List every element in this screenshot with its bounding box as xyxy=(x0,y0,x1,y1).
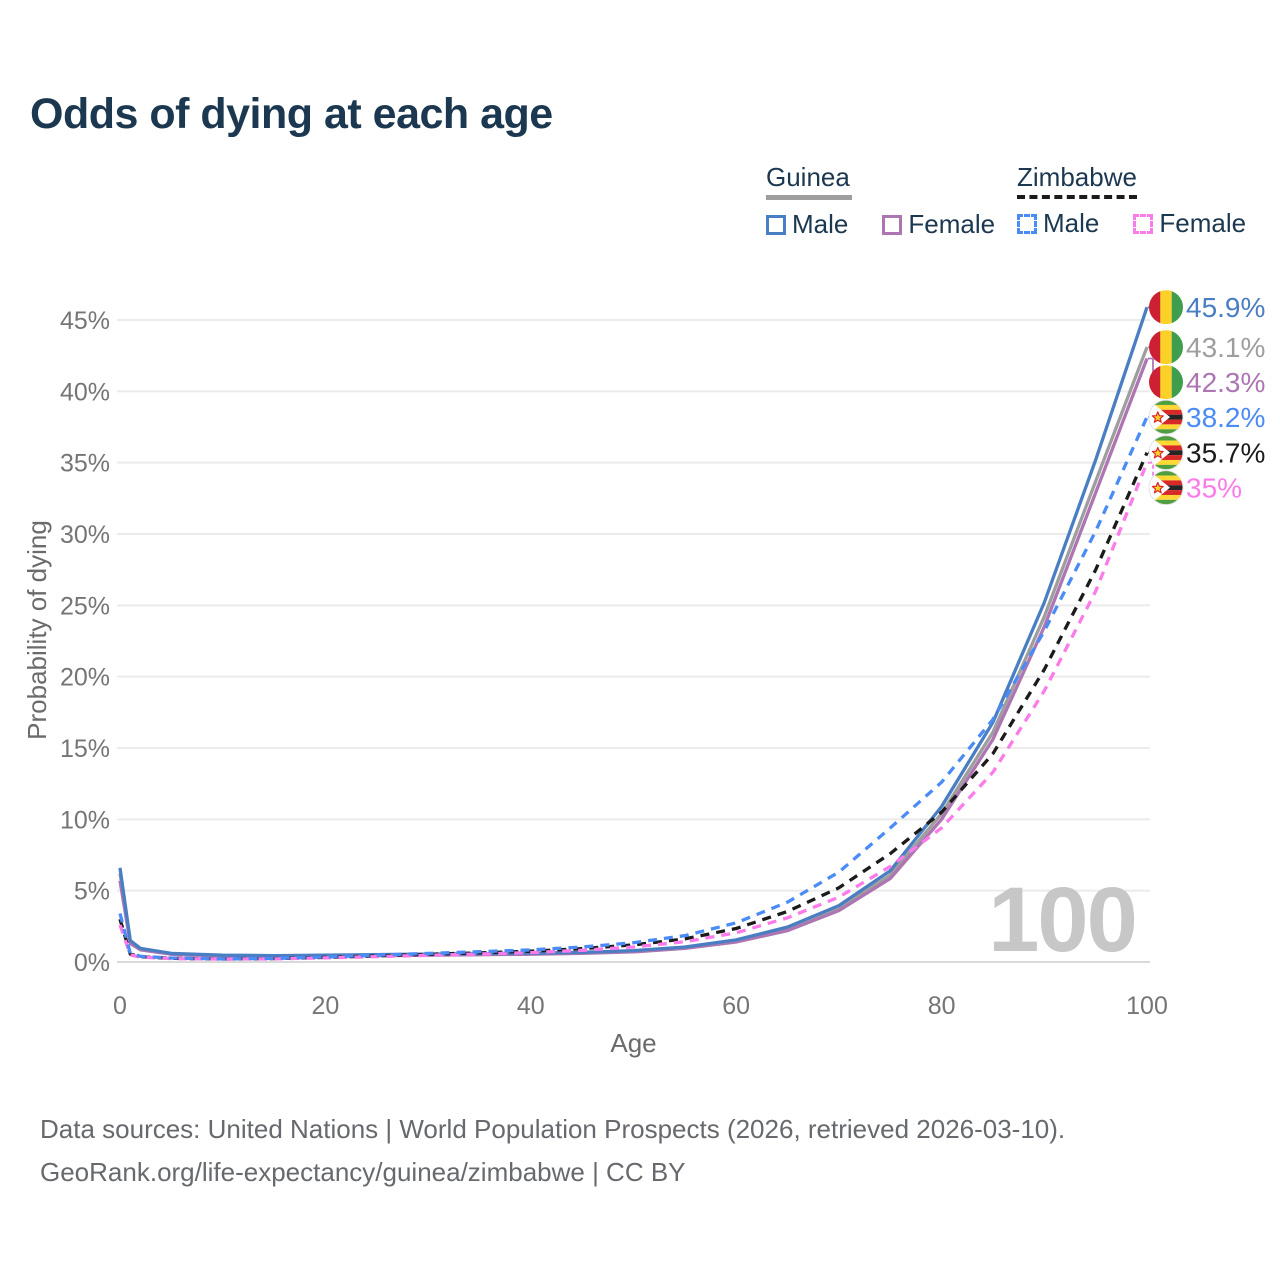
y-axis-title: Probability of dying xyxy=(22,520,52,740)
footer-link[interactable]: GeoRank.org/life-expectancy/guinea/zimba… xyxy=(40,1157,686,1187)
legend-group-guinea: Guinea Male Female xyxy=(766,163,995,240)
end-label-value: 42.3% xyxy=(1186,367,1265,398)
legend-item-zimbabwe-female[interactable]: Female xyxy=(1133,208,1246,239)
guinea-female-checkbox-icon[interactable] xyxy=(882,214,903,235)
y-tick-label: 35% xyxy=(60,450,110,478)
end-label-guinea-male[interactable]: 45.9% xyxy=(1148,290,1265,324)
page-title: Odds of dying at each age xyxy=(30,90,553,138)
y-tick-label: 45% xyxy=(60,307,110,335)
guinea-male-checkbox-icon[interactable] xyxy=(766,214,786,235)
y-tick-label: 0% xyxy=(74,949,110,977)
series-line-zimbabwe-female[interactable] xyxy=(118,462,1149,961)
series-line-guinea-female[interactable] xyxy=(118,357,1149,958)
zimbabwe-male-checkbox-icon[interactable] xyxy=(1017,213,1037,234)
y-tick-label: 40% xyxy=(60,378,110,406)
legend-zimbabwe-name[interactable]: Zimbabwe xyxy=(1017,162,1137,192)
legend-label-guinea-female: Female xyxy=(908,209,996,239)
end-label-zimbabwe-both[interactable]: 35.7% xyxy=(1148,436,1265,470)
gridlines xyxy=(117,319,1150,963)
end-labels: 45.9% 43.1% 42.3% 38.2% 35.7% 35% xyxy=(1148,290,1265,505)
y-tick-label: 30% xyxy=(60,521,110,549)
end-label-guinea-both[interactable]: 43.1% xyxy=(1148,330,1265,364)
guinea-flag-icon xyxy=(1149,290,1183,324)
x-tick-label: 80 xyxy=(928,992,956,1020)
x-tick-label: 20 xyxy=(311,992,339,1020)
axes: 0% 5% 10% 15% 20% 25% 30% 35% 40% 45% 0 20 40 60 80 100… xyxy=(22,307,1168,1058)
x-tick-label: 40 xyxy=(517,992,545,1020)
end-label-value: 35% xyxy=(1186,473,1242,504)
end-label-value: 45.9% xyxy=(1186,292,1265,323)
age-counter-watermark: 100 xyxy=(988,869,1136,971)
y-tick-label: 25% xyxy=(60,592,110,620)
end-label-zimbabwe-male[interactable]: 38.2% xyxy=(1148,400,1265,434)
y-tick-label: 20% xyxy=(60,664,110,692)
legend-label-zimbabwe-male: Male xyxy=(1043,208,1100,238)
footer: Data sources: United Nations | World Pop… xyxy=(40,1108,1065,1194)
legend-label-guinea-male: Male xyxy=(792,209,849,239)
y-tick-label: 5% xyxy=(74,878,110,906)
guinea-flag-icon xyxy=(1149,365,1183,399)
series-line-guinea-both[interactable] xyxy=(118,346,1149,958)
series-line-guinea-male[interactable] xyxy=(118,306,1149,958)
legend-item-zimbabwe-male[interactable]: Male xyxy=(1017,208,1099,239)
zimbabwe-flag-icon xyxy=(1149,400,1183,434)
leader-line xyxy=(1148,461,1158,489)
legend-guinea-name[interactable]: Guinea xyxy=(766,162,850,192)
series-lines xyxy=(118,306,1149,961)
legend-item-guinea-male[interactable]: Male xyxy=(766,209,848,240)
end-label-value: 35.7% xyxy=(1186,438,1265,469)
end-label-guinea-female[interactable]: 42.3% xyxy=(1148,357,1265,400)
guinea-line-swatch xyxy=(766,195,852,200)
x-tick-label: 60 xyxy=(722,992,750,1020)
y-tick-label: 10% xyxy=(60,806,110,834)
x-tick-label: 0 xyxy=(113,992,127,1020)
zimbabwe-flag-icon xyxy=(1149,436,1183,470)
age-watermark: 100 xyxy=(988,869,1138,971)
zimbabwe-female-checkbox-icon[interactable] xyxy=(1133,213,1154,234)
legend-item-guinea-female[interactable]: Female xyxy=(882,209,995,240)
footer-sources: Data sources: United Nations | World Pop… xyxy=(40,1114,1066,1144)
y-tick-label: 15% xyxy=(60,735,110,763)
end-label-value: 43.1% xyxy=(1186,332,1265,363)
legend-label-zimbabwe-female: Female xyxy=(1159,208,1247,238)
guinea-flag-icon xyxy=(1149,330,1183,364)
legend-group-zimbabwe: Zimbabwe Male Female xyxy=(1017,163,1246,239)
end-label-value: 38.2% xyxy=(1186,402,1265,433)
x-axis-title: Age xyxy=(610,1028,656,1058)
zimbabwe-flag-icon xyxy=(1149,471,1183,505)
x-tick-label: 100 xyxy=(1126,992,1168,1020)
end-label-zimbabwe-female[interactable]: 35% xyxy=(1148,461,1242,505)
zimbabwe-line-swatch xyxy=(1017,195,1137,199)
series-line-zimbabwe-male[interactable] xyxy=(118,416,1149,961)
